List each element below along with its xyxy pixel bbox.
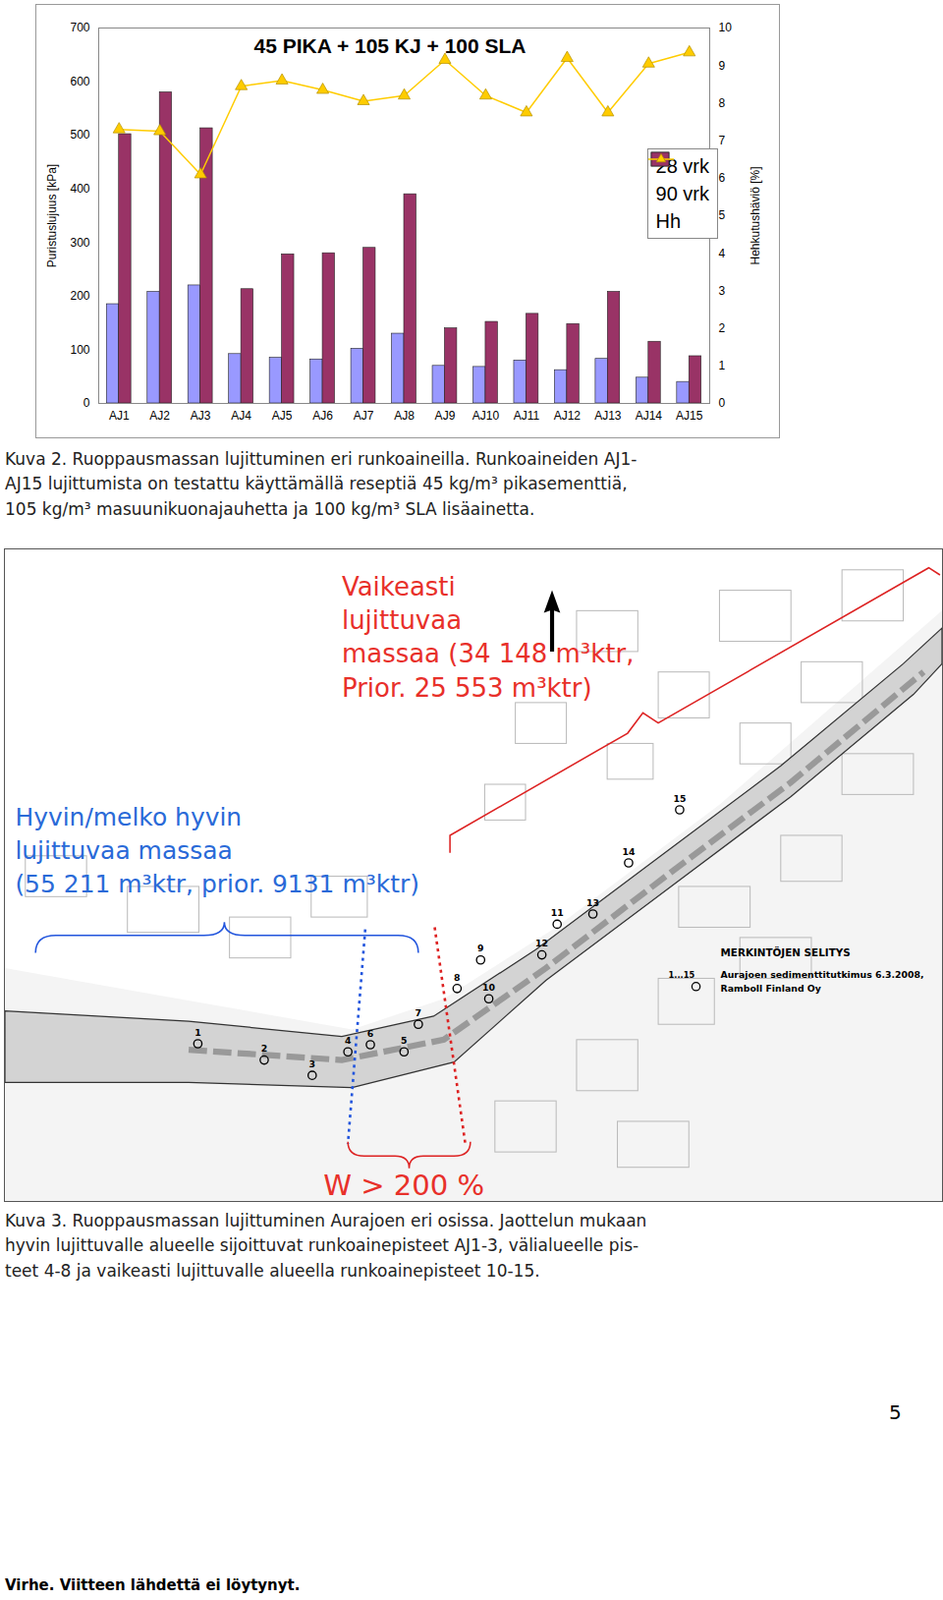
svg-text:1: 1	[194, 1026, 202, 1038]
svg-text:0: 0	[719, 395, 726, 410]
svg-text:11: 11	[551, 906, 564, 918]
svg-text:1: 1	[719, 358, 726, 373]
svg-text:AJ3: AJ3	[190, 408, 212, 423]
svg-text:7: 7	[415, 1006, 423, 1018]
svg-text:(55 211 m³ktr, prior. 9131 m³k: (55 211 m³ktr, prior. 9131 m³ktr)	[14, 869, 420, 898]
svg-text:4: 4	[344, 1034, 352, 1046]
svg-text:9: 9	[477, 942, 485, 953]
svg-text:200: 200	[69, 288, 90, 303]
svg-text:MERKINTÖJEN SELITYS: MERKINTÖJEN SELITYS	[720, 944, 850, 958]
svg-text:5: 5	[719, 208, 726, 222]
svg-text:Hehkutushäviö [%]: Hehkutushäviö [%]	[748, 166, 763, 265]
html-text:28 vrk: 28 vrk	[655, 154, 710, 177]
html-text:Hh: Hh	[655, 209, 681, 232]
svg-text:500: 500	[69, 127, 90, 142]
svg-text:AJ15: AJ15	[675, 408, 704, 423]
html-text:105 kg/m³ masuunikuonajauhetta: 105 kg/m³ masuunikuonajauhetta ja 100 kg…	[4, 498, 535, 519]
svg-text:Hyvin/melko hyvin: Hyvin/melko hyvin	[14, 802, 242, 832]
svg-text:AJ6: AJ6	[312, 408, 333, 423]
svg-text:7: 7	[719, 133, 726, 148]
svg-text:massaa (34 148 m³ktr,: massaa (34 148 m³ktr,	[341, 638, 634, 668]
svg-text:3: 3	[309, 1057, 317, 1069]
svg-text:100: 100	[69, 342, 90, 357]
html-text:Kuva 3. Ruoppausmassan lujittu: Kuva 3. Ruoppausmassan lujittuminen Aura…	[4, 1210, 647, 1230]
svg-text:400: 400	[69, 181, 90, 196]
svg-text:15: 15	[672, 792, 686, 804]
svg-text:AJ9: AJ9	[435, 408, 456, 423]
svg-text:AJ14: AJ14	[635, 408, 664, 423]
svg-text:Prior. 25 553 m³ktr): Prior. 25 553 m³ktr)	[341, 672, 593, 703]
svg-text:2: 2	[261, 1042, 269, 1054]
svg-text:AJ8: AJ8	[393, 408, 415, 423]
svg-text:14: 14	[621, 845, 636, 857]
svg-text:13: 13	[586, 896, 600, 908]
svg-text:10: 10	[719, 20, 733, 35]
html-text:5: 5	[888, 1399, 902, 1424]
html-text:45 PIKA + 105 KJ + 100 SLA: 45 PIKA + 105 KJ + 100 SLA	[253, 34, 527, 57]
svg-text:5: 5	[400, 1034, 408, 1046]
svg-text:AJ5: AJ5	[272, 408, 293, 423]
svg-text:0: 0	[83, 395, 91, 410]
svg-text:3: 3	[719, 283, 726, 298]
svg-text:6: 6	[719, 170, 726, 185]
svg-text:6: 6	[367, 1027, 375, 1039]
html-text:hyvin lujittuvalle alueelle si: hyvin lujittuvalle alueelle sijoittuvat …	[4, 1235, 639, 1255]
svg-text:W > 200 %: W > 200 %	[323, 1167, 485, 1201]
html-text:teet 4-8 ja vaikeasti lujittuv: teet 4-8 ja vaikeasti lujittuvalle aluee…	[4, 1260, 540, 1280]
svg-text:9: 9	[719, 58, 726, 73]
svg-text:1...15: 1...15	[667, 969, 695, 980]
svg-text:AJ1: AJ1	[109, 408, 130, 423]
html-text:90 vrk: 90 vrk	[655, 182, 710, 204]
svg-text:AJ11: AJ11	[513, 408, 541, 423]
svg-text:lujittuvaa: lujittuvaa	[341, 605, 462, 635]
svg-text:2: 2	[719, 321, 726, 335]
svg-text:Ramboll Finland Oy: Ramboll Finland Oy	[720, 982, 821, 994]
svg-text:AJ4: AJ4	[230, 408, 252, 423]
svg-text:600: 600	[69, 74, 90, 89]
html-text:Virhe. Viitteen lähdettä ei lö: Virhe. Viitteen lähdettä ei löytynyt.	[4, 1575, 301, 1594]
html-text:Kuva 2. Ruoppausmassan lujittu: Kuva 2. Ruoppausmassan lujittuminen eri …	[4, 448, 637, 469]
svg-text:8: 8	[453, 971, 461, 983]
svg-text:8: 8	[719, 96, 726, 111]
svg-text:AJ13: AJ13	[594, 408, 622, 423]
svg-text:lujittuvaa massaa: lujittuvaa massaa	[14, 835, 232, 865]
svg-text:AJ10: AJ10	[472, 408, 500, 423]
svg-text:Puristuslujuus [kPa]: Puristuslujuus [kPa]	[45, 164, 59, 268]
svg-text:300: 300	[69, 235, 90, 250]
html-text:AJ15 lujittumista on testattu: AJ15 lujittumista on testattu käyttämäll…	[4, 473, 628, 494]
svg-text:10: 10	[482, 981, 497, 993]
svg-text:700: 700	[69, 20, 90, 35]
svg-text:4: 4	[719, 246, 726, 261]
svg-text:AJ7: AJ7	[353, 408, 375, 423]
svg-text:12: 12	[535, 937, 549, 948]
svg-text:Vaikeasti: Vaikeasti	[341, 571, 456, 602]
svg-text:Aurajoen sedimenttitutkimus 6.: Aurajoen sedimenttitutkimus 6.3.2008,	[720, 968, 924, 980]
svg-text:AJ12: AJ12	[554, 408, 582, 423]
svg-text:AJ2: AJ2	[149, 408, 170, 423]
